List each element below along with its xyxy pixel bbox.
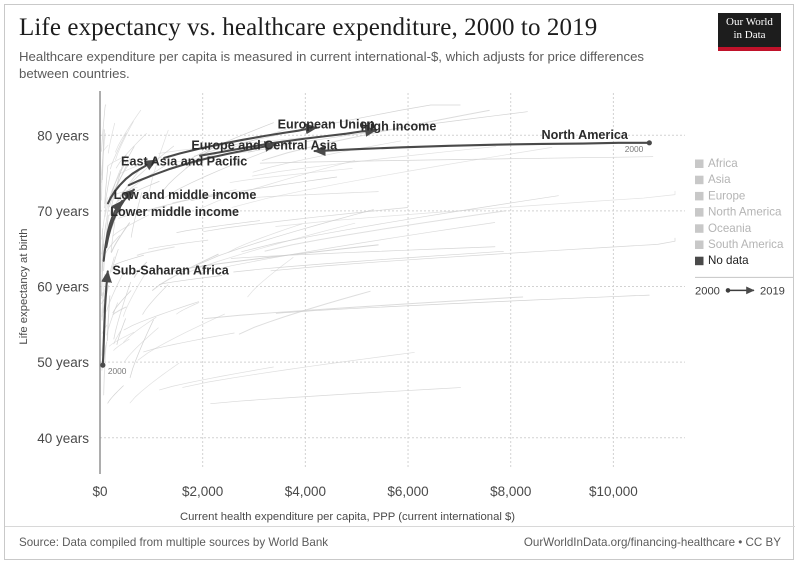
series-start-marker <box>646 140 652 146</box>
series-label[interactable]: European Union <box>278 117 375 131</box>
y-axis-tick-label: 50 years <box>37 355 89 370</box>
series-label[interactable]: Lower middle income <box>110 205 239 219</box>
highlighted-series-group <box>100 123 652 368</box>
legend-item-label[interactable]: Europe <box>708 189 745 202</box>
series-line[interactable] <box>106 159 158 205</box>
x-axis-title: Current health expenditure per capita, P… <box>180 511 515 523</box>
series-line[interactable] <box>105 188 135 249</box>
y-axis-tick-label: 70 years <box>37 204 89 219</box>
legend-item-label[interactable]: Africa <box>708 157 738 170</box>
chart-subtitle: Healthcare expenditure per capita is mea… <box>19 49 645 81</box>
legend-range-start: 2000 <box>695 285 720 297</box>
series-label[interactable]: Europe and Central Asia <box>191 139 338 153</box>
legend-item-label[interactable]: North America <box>708 206 782 219</box>
source-text: Source: Data compiled from multiple sour… <box>19 536 329 549</box>
chart-legend: Africa Asia Europe North America Oceania Sout… <box>695 157 793 297</box>
series-line[interactable] <box>163 123 318 159</box>
legend-swatch <box>695 159 704 168</box>
x-axis-tick-label: $6,000 <box>387 484 428 499</box>
attribution-text[interactable]: OurWorldInData.org/financing-healthcare … <box>523 536 781 549</box>
series-start-marker <box>100 362 106 368</box>
series-label[interactable]: Sub-Saharan Africa <box>112 263 229 277</box>
legend-range-end: 2019 <box>760 285 785 297</box>
series-line[interactable] <box>313 141 651 157</box>
x-axis-tick-label: $2,000 <box>182 484 223 499</box>
series-start-year-label: 2000 <box>108 366 127 376</box>
page-title: Life expectancy vs. healthcare expenditu… <box>19 14 598 41</box>
y-axis-tick-label: 60 years <box>37 280 89 295</box>
legend-item-label[interactable]: Asia <box>708 173 731 186</box>
legend-item-label[interactable]: No data <box>708 254 749 267</box>
series-label[interactable]: Low and middle income <box>114 188 257 202</box>
series-line[interactable] <box>127 141 277 187</box>
chart-footer: Source: Data compiled from multiple sour… <box>5 526 795 559</box>
y-axis-tick-label: 80 years <box>37 128 89 143</box>
legend-swatch <box>695 191 704 201</box>
x-axis-tick-label: $4,000 <box>285 484 326 499</box>
series-start-year-label: 2000 <box>625 144 644 154</box>
legend-item-label[interactable]: Oceania <box>708 222 752 235</box>
chart-svg: 40 years 50 years 60 years 70 years 80 years… <box>18 91 793 523</box>
legend-item-label[interactable]: South America <box>708 238 784 251</box>
legend-swatch <box>695 208 704 217</box>
background-country-lines <box>101 104 676 405</box>
legend-swatch <box>695 256 704 266</box>
owid-logo-line2: in Data <box>733 29 766 41</box>
chart-header: Life expectancy vs. healthcare expenditu… <box>19 13 781 82</box>
chart-gridlines <box>100 93 685 468</box>
x-axis-tick-label: $10,000 <box>589 484 638 499</box>
legend-swatch <box>695 240 704 249</box>
legend-swatch <box>695 175 704 185</box>
x-axis-tick-label: $0 <box>92 484 107 499</box>
x-axis-tick-label: $8,000 <box>490 484 531 499</box>
series-line[interactable] <box>101 270 112 367</box>
y-axis-title: Life expectancy at birth <box>18 228 30 344</box>
series-label[interactable]: High income <box>361 120 437 134</box>
series-labels-group: 2000 Sub-Saharan Africa Lower middle incom… <box>108 117 644 376</box>
chart-frame: Life expectancy vs. healthcare expenditu… <box>4 4 795 560</box>
series-line[interactable] <box>199 125 378 157</box>
series-label[interactable]: North America <box>542 128 629 142</box>
series-label[interactable]: East Asia and Pacific <box>121 155 247 169</box>
chart-axes: 40 years 50 years 60 years 70 years 80 years… <box>18 91 638 523</box>
scatter-chart: 40 years 50 years 60 years 70 years 80 years… <box>5 75 795 530</box>
owid-logo-line1: Our World <box>726 16 773 28</box>
y-axis-tick-label: 40 years <box>37 431 89 446</box>
legend-swatch <box>695 224 704 233</box>
owid-logo[interactable]: Our World in Data <box>718 13 781 51</box>
